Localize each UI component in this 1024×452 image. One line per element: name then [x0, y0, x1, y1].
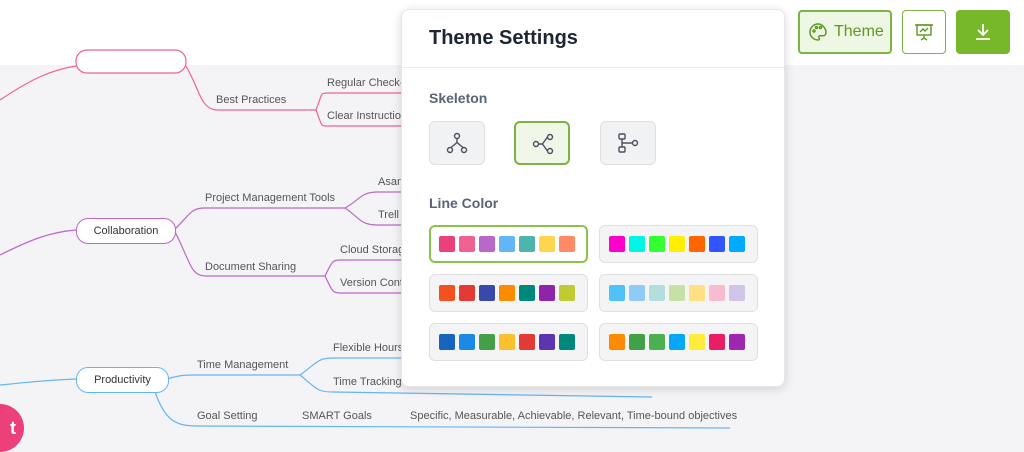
color-swatch — [459, 285, 475, 301]
section-label: Skeleton — [429, 90, 488, 106]
color-swatch — [669, 285, 685, 301]
mindmap-label[interactable]: Version Cont — [340, 277, 403, 289]
divider — [402, 67, 784, 68]
color-swatch — [609, 285, 625, 301]
color-swatch — [729, 334, 745, 350]
mindmap-label[interactable]: Cloud Storag — [340, 244, 405, 256]
palette-option[interactable] — [599, 323, 758, 361]
skeleton-option[interactable] — [600, 121, 656, 165]
color-swatch — [629, 236, 645, 252]
mindmap-label[interactable]: Flexible Hours — [333, 342, 404, 354]
theme-button-label: Theme — [834, 23, 884, 40]
color-swatch — [689, 334, 705, 350]
color-swatch — [709, 285, 725, 301]
color-swatch — [479, 334, 495, 350]
color-swatch — [709, 334, 725, 350]
skeleton-icon — [532, 133, 554, 155]
skeleton-option[interactable] — [429, 121, 485, 165]
color-swatch — [709, 236, 725, 252]
color-swatch — [499, 236, 515, 252]
color-swatch — [519, 285, 535, 301]
section-label: Line Color — [429, 195, 499, 211]
color-swatch — [539, 334, 555, 350]
color-swatch — [459, 236, 475, 252]
color-swatch — [649, 334, 665, 350]
mindmap-label[interactable]: Goal Setting — [197, 410, 258, 422]
color-swatch — [629, 334, 645, 350]
palette-icon — [809, 23, 827, 41]
skeleton-option[interactable] — [514, 121, 570, 165]
color-swatch — [559, 285, 575, 301]
skeleton-icon — [618, 133, 639, 153]
color-swatch — [519, 236, 535, 252]
color-swatch — [519, 334, 535, 350]
mindmap-label[interactable]: Specific, Measurable, Achievable, Releva… — [410, 410, 738, 422]
color-swatch — [439, 334, 455, 350]
palette-option[interactable] — [599, 225, 758, 263]
theme-panel: Theme Settings Skeleton Line Color — [401, 9, 785, 387]
color-swatch — [559, 334, 575, 350]
download-button[interactable] — [956, 10, 1010, 54]
skeleton-icon — [446, 132, 468, 154]
mindmap-label[interactable]: Trell — [378, 209, 399, 221]
mindmap-label[interactable]: Regular Check- — [327, 77, 404, 89]
color-swatch — [689, 236, 705, 252]
palette-option[interactable] — [429, 225, 588, 263]
mindmap-label[interactable]: SMART Goals — [302, 410, 372, 422]
mindmap-label[interactable]: Time Management — [197, 359, 289, 371]
color-swatch — [559, 236, 575, 252]
presentation-icon — [915, 24, 933, 41]
mindmap-label[interactable]: Asan — [378, 176, 404, 188]
color-swatch — [629, 285, 645, 301]
color-swatch — [499, 334, 515, 350]
color-swatch — [479, 285, 495, 301]
mindmap-node[interactable]: Productivity — [76, 367, 169, 393]
color-swatch — [609, 334, 625, 350]
color-swatch — [499, 285, 515, 301]
color-swatch — [439, 236, 455, 252]
color-swatch — [689, 285, 705, 301]
color-swatch — [539, 236, 555, 252]
color-swatch — [539, 285, 555, 301]
mindmap-label[interactable]: Project Management Tools — [205, 192, 336, 204]
mindmap-label[interactable]: Document Sharing — [205, 261, 297, 273]
presentation-button[interactable] — [902, 10, 946, 54]
theme-button[interactable]: Theme — [798, 10, 892, 54]
mindmap-label[interactable]: Best Practices — [216, 94, 287, 106]
color-swatch — [669, 236, 685, 252]
download-icon — [976, 24, 990, 40]
mindmap-label[interactable]: Time Tracking — [333, 376, 402, 388]
color-swatch — [729, 236, 745, 252]
color-swatch — [459, 334, 475, 350]
color-swatch — [609, 236, 625, 252]
color-swatch — [669, 334, 685, 350]
color-swatch — [649, 236, 665, 252]
color-swatch — [439, 285, 455, 301]
palette-option[interactable] — [429, 323, 588, 361]
panel-title: Theme Settings — [429, 27, 578, 49]
palette-option[interactable] — [599, 274, 758, 312]
mindmap-node[interactable]: Collaboration — [76, 218, 176, 244]
mindmap-label[interactable]: Clear Instructio — [327, 110, 401, 122]
color-swatch — [729, 285, 745, 301]
palette-option[interactable] — [429, 274, 588, 312]
color-swatch — [649, 285, 665, 301]
color-swatch — [479, 236, 495, 252]
